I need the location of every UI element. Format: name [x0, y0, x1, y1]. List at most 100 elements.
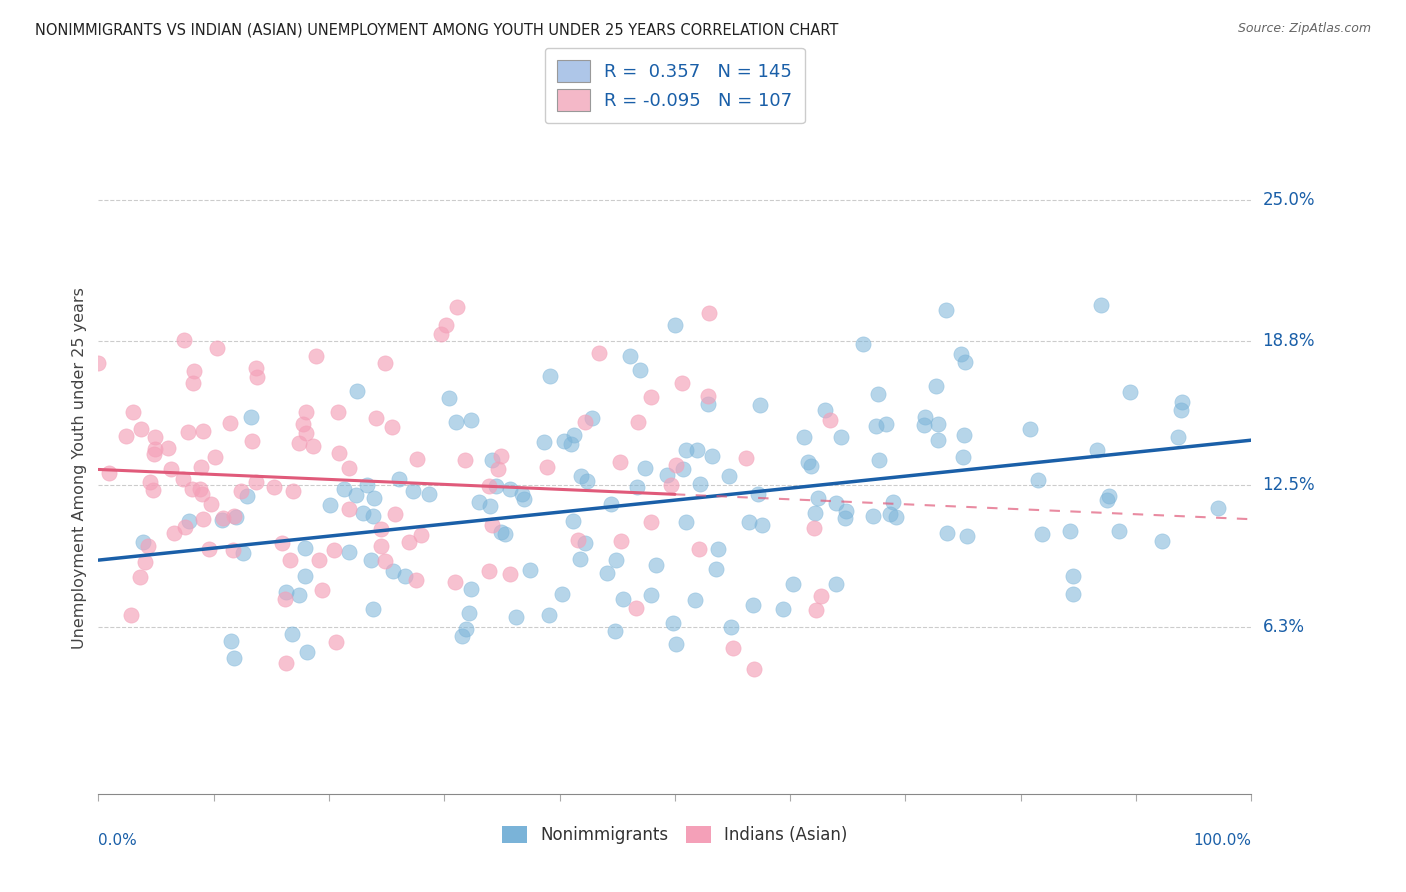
Point — [224, 509, 246, 524]
Point — [807, 491, 830, 505]
Point — [478, 565, 501, 579]
Point — [868, 453, 890, 467]
Point — [700, 449, 723, 463]
Point — [568, 552, 591, 566]
Point — [444, 415, 467, 429]
Point — [596, 566, 619, 580]
Point — [128, 570, 150, 584]
Point — [191, 487, 214, 501]
Point — [381, 419, 404, 434]
Point — [301, 439, 323, 453]
Point — [333, 482, 356, 496]
Point — [460, 582, 482, 597]
Point — [803, 521, 825, 535]
Point — [276, 656, 298, 670]
Point — [363, 491, 385, 505]
Point — [489, 449, 512, 463]
Point — [418, 487, 440, 501]
Point — [478, 499, 501, 513]
Point — [222, 651, 245, 665]
Point — [935, 526, 957, 541]
Point — [689, 477, 711, 491]
Point — [114, 429, 136, 443]
Point — [1206, 500, 1229, 515]
Point — [337, 502, 360, 516]
Point — [328, 445, 350, 459]
Point — [605, 624, 627, 638]
Point — [519, 563, 541, 577]
Point — [1059, 524, 1081, 538]
Point — [292, 417, 315, 431]
Point — [295, 404, 318, 418]
Point — [751, 518, 773, 533]
Point — [672, 462, 695, 476]
Point — [352, 507, 374, 521]
Point — [294, 541, 316, 556]
Point — [485, 479, 508, 493]
Point — [374, 356, 396, 370]
Point — [665, 458, 688, 473]
Point — [231, 483, 253, 498]
Text: 12.5%: 12.5% — [1263, 476, 1315, 494]
Point — [914, 409, 936, 424]
Point — [797, 455, 820, 469]
Point — [489, 525, 512, 540]
Point — [1171, 394, 1194, 409]
Point — [1167, 430, 1189, 444]
Point — [246, 370, 269, 384]
Point — [925, 379, 948, 393]
Point — [571, 468, 593, 483]
Point — [388, 472, 411, 486]
Point — [610, 533, 633, 548]
Point — [1108, 524, 1130, 539]
Point — [1098, 489, 1121, 503]
Point — [744, 662, 766, 676]
Point — [245, 475, 267, 490]
Point — [956, 529, 979, 543]
Text: 25.0%: 25.0% — [1263, 191, 1315, 209]
Point — [824, 576, 846, 591]
Point — [510, 487, 533, 501]
Point — [305, 349, 328, 363]
Point — [704, 562, 727, 576]
Point — [551, 587, 574, 601]
Point — [188, 482, 211, 496]
Point — [211, 511, 233, 525]
Point — [139, 475, 162, 490]
Point — [505, 609, 527, 624]
Point — [360, 553, 382, 567]
Point — [662, 615, 685, 630]
Point — [458, 606, 481, 620]
Point — [143, 442, 166, 457]
Point — [803, 506, 825, 520]
Point — [818, 413, 841, 427]
Point — [605, 552, 627, 566]
Point — [537, 608, 560, 623]
Point — [156, 441, 179, 455]
Point — [356, 477, 378, 491]
Point — [675, 442, 697, 457]
Point — [405, 573, 427, 587]
Point — [879, 507, 901, 521]
Point — [659, 478, 682, 492]
Point — [160, 462, 183, 476]
Point — [772, 602, 794, 616]
Point — [173, 334, 195, 348]
Point — [481, 517, 503, 532]
Point — [935, 303, 957, 318]
Point — [245, 360, 267, 375]
Point — [697, 389, 720, 403]
Point — [219, 417, 242, 431]
Point — [363, 508, 385, 523]
Point — [240, 434, 263, 449]
Point — [927, 433, 949, 447]
Text: NONIMMIGRANTS VS INDIAN (ASIAN) UNEMPLOYMENT AMONG YOUTH UNDER 25 YEARS CORRELAT: NONIMMIGRANTS VS INDIAN (ASIAN) UNEMPLOY… — [35, 22, 838, 37]
Point — [810, 589, 832, 603]
Point — [402, 483, 425, 498]
Point — [1150, 533, 1173, 548]
Point — [628, 362, 651, 376]
Legend: Nonimmigrants, Indians (Asian): Nonimmigrants, Indians (Asian) — [496, 819, 853, 851]
Point — [686, 443, 709, 458]
Point — [952, 450, 974, 464]
Point — [576, 474, 599, 488]
